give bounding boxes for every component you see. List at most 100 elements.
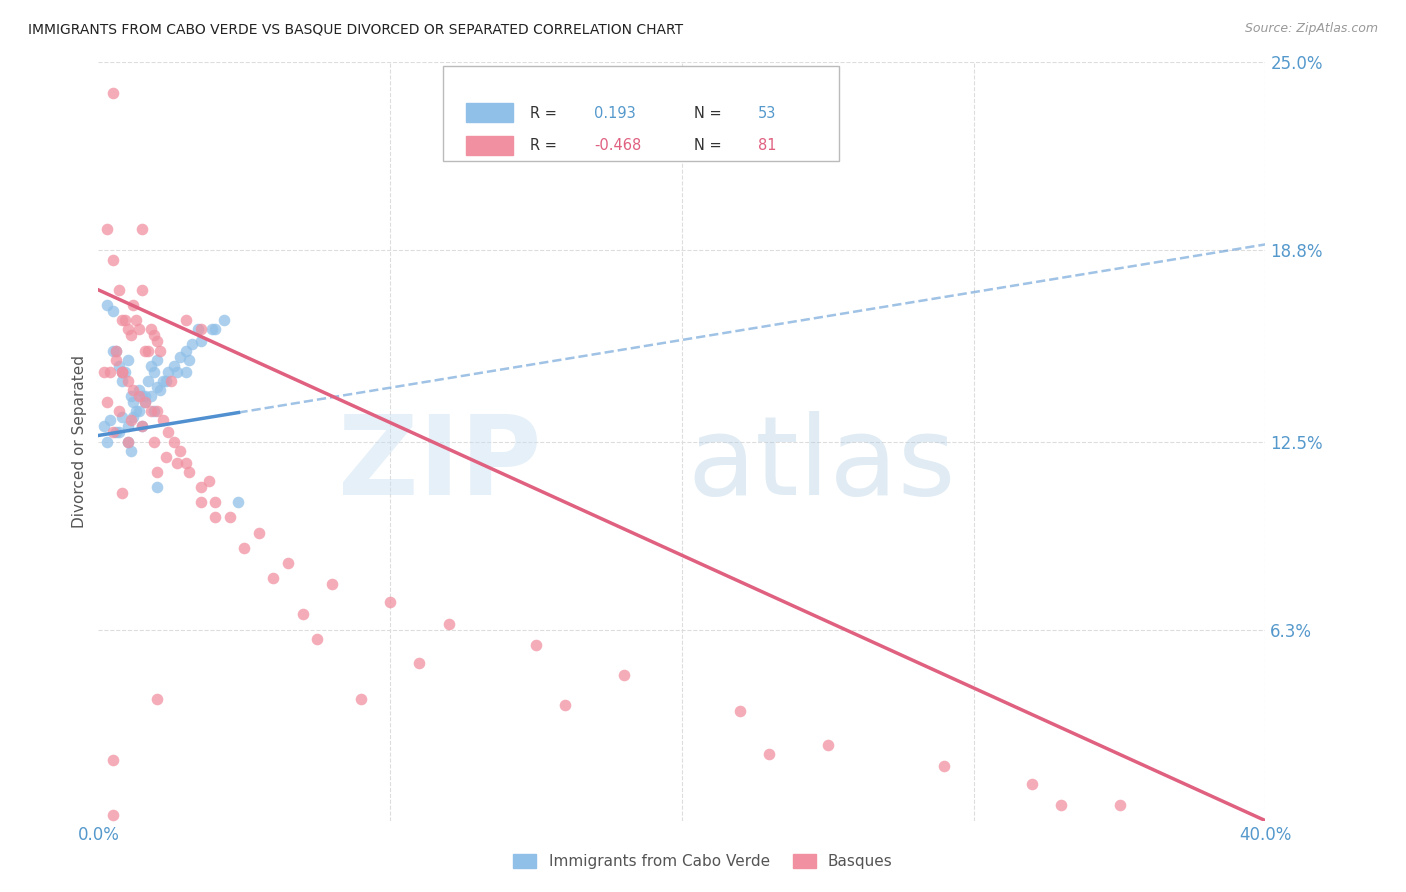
Point (180, 337, 202, 351)
Point (174, 456, 197, 470)
Point (730, 705, 752, 719)
Point (122, 383, 145, 397)
Text: N =: N = (693, 105, 721, 120)
Point (139, 389, 162, 403)
Point (128, 383, 150, 397)
Point (111, 365, 134, 379)
Point (554, 698, 576, 713)
Point (190, 495, 212, 509)
Point (524, 638, 547, 652)
Point (166, 456, 188, 470)
Text: R =: R = (530, 138, 557, 153)
Point (177, 352, 200, 367)
Point (96, 395, 118, 409)
Point (146, 480, 169, 494)
Point (277, 556, 299, 570)
Point (262, 571, 284, 585)
Point (201, 322, 224, 336)
Point (134, 389, 156, 403)
Point (117, 374, 139, 388)
Point (152, 374, 174, 388)
Point (934, 759, 956, 773)
Point (187, 322, 209, 336)
Point (233, 541, 256, 555)
Point (149, 383, 172, 397)
Point (108, 283, 131, 297)
Point (104, 343, 127, 358)
Point (120, 413, 142, 427)
Text: N =: N = (693, 138, 721, 153)
Point (101, 343, 124, 358)
Text: 81: 81 (758, 138, 776, 153)
Point (128, 404, 150, 418)
Point (1021, 777, 1043, 791)
Point (111, 410, 134, 425)
Point (157, 425, 180, 440)
Point (114, 365, 136, 379)
Point (98, 413, 121, 427)
Point (437, 616, 460, 631)
Point (96, 222, 118, 236)
Point (146, 352, 169, 367)
Point (134, 343, 156, 358)
Text: R =: R = (530, 105, 557, 120)
Point (174, 365, 197, 379)
Point (142, 434, 165, 449)
Point (98, 365, 121, 379)
Point (131, 222, 153, 236)
Point (321, 577, 343, 591)
Point (204, 495, 226, 509)
Text: atlas: atlas (688, 411, 956, 517)
Point (166, 365, 188, 379)
Point (96, 434, 118, 449)
Point (120, 389, 142, 403)
Point (1108, 798, 1130, 813)
Point (117, 434, 139, 449)
Point (152, 413, 174, 427)
Point (101, 425, 124, 440)
Point (101, 86, 124, 100)
Point (125, 313, 148, 327)
Point (149, 343, 172, 358)
Point (212, 313, 235, 327)
Point (218, 510, 240, 524)
Point (142, 365, 165, 379)
Point (101, 252, 124, 267)
Point (160, 374, 183, 388)
Point (146, 380, 169, 394)
Point (134, 395, 156, 409)
Point (93, 419, 115, 434)
Point (120, 328, 142, 343)
Point (291, 607, 314, 622)
Point (128, 389, 150, 403)
Point (131, 419, 153, 434)
Point (228, 495, 250, 509)
Text: IMMIGRANTS FROM CABO VERDE VS BASQUE DIVORCED OR SEPARATED CORRELATION CHART: IMMIGRANTS FROM CABO VERDE VS BASQUE DIV… (28, 22, 683, 37)
Point (612, 668, 634, 682)
Point (190, 322, 212, 336)
Point (111, 374, 134, 388)
Point (204, 510, 226, 524)
Point (1050, 798, 1073, 813)
Point (155, 450, 177, 464)
Text: Source: ZipAtlas.com: Source: ZipAtlas.com (1244, 22, 1378, 36)
Point (146, 404, 169, 418)
Bar (465, 136, 513, 154)
Point (247, 525, 270, 540)
Point (117, 419, 139, 434)
Point (136, 343, 159, 358)
Point (131, 283, 153, 297)
Point (111, 365, 134, 379)
Point (155, 374, 177, 388)
Point (108, 359, 131, 373)
Point (380, 595, 402, 609)
Point (117, 434, 139, 449)
Point (122, 410, 145, 425)
Point (190, 334, 212, 349)
Point (117, 352, 139, 367)
Point (146, 692, 169, 706)
Bar (465, 103, 513, 122)
Point (108, 404, 131, 418)
Point (139, 404, 162, 418)
Point (96, 298, 118, 312)
